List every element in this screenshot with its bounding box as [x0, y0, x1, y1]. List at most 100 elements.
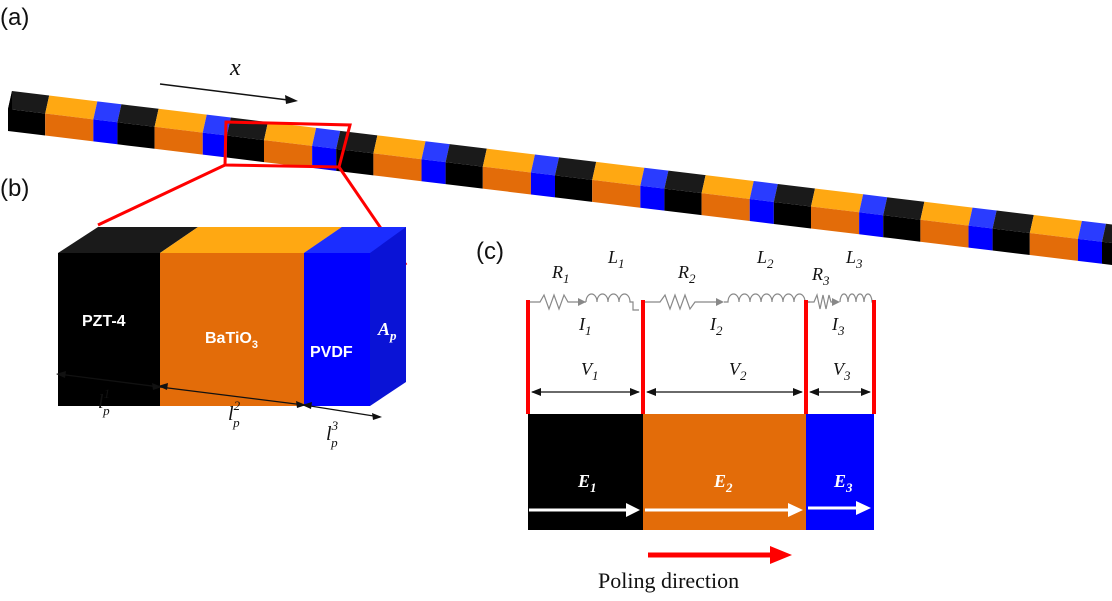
- poling-arrow: [648, 546, 792, 564]
- beam-bto-front-6: [701, 193, 750, 222]
- beam-bto-front-0: [45, 113, 94, 142]
- beam-bto-top-7: [810, 188, 864, 213]
- beam-bto-front-1: [154, 126, 203, 155]
- beam-pvdf-front-2: [312, 145, 337, 171]
- beam-bto-front-7: [810, 206, 860, 235]
- beam-pvdf-top-9: [1077, 220, 1106, 242]
- pzt-top-face: [58, 227, 198, 253]
- beam-pvdf-front-9: [1077, 238, 1102, 264]
- beam-pzt-top-9: [992, 210, 1034, 234]
- beam-pvdf-top-4: [530, 154, 559, 176]
- beam-pvdf-front-7: [859, 212, 884, 238]
- beam-pzt-top-6: [664, 170, 706, 194]
- bto-top-face: [160, 227, 342, 253]
- beam-left-cap: [8, 91, 12, 131]
- beam-pvdf-front-5: [640, 185, 665, 211]
- panel-label-b: (b): [0, 175, 29, 202]
- beam-pzt-top-1: [117, 104, 159, 127]
- beam-pzt-front-1: [117, 122, 155, 149]
- beam-bto-front-2: [263, 140, 313, 168]
- bto-front-face: [160, 253, 304, 406]
- beam-pvdf-top-6: [749, 181, 778, 202]
- beam-bto-front-8: [920, 219, 969, 248]
- beam-bto-top-4: [482, 148, 535, 173]
- beam-pzt-front-3: [336, 148, 374, 176]
- beam-pzt-front-7: [773, 201, 811, 229]
- beam-pzt-front-8: [883, 215, 921, 242]
- circuit-wires: [528, 293, 876, 311]
- area-label: Ap: [377, 319, 397, 343]
- beam-pzt-front-2: [226, 135, 264, 163]
- pvdf-label: PVDF: [310, 344, 353, 361]
- l2-label: L2: [756, 247, 774, 271]
- periodic-beam: [8, 91, 1112, 265]
- beam-pvdf-top-3: [421, 141, 450, 163]
- v2-label: V2: [729, 359, 747, 383]
- beam-pvdf-top-5: [640, 167, 669, 189]
- r2-label: R2: [677, 262, 696, 286]
- beam-bto-top-6: [701, 175, 754, 200]
- beam-pvdf-front-3: [421, 159, 446, 185]
- poling-direction-label: Poling direction: [598, 568, 739, 593]
- beam-pvdf-front-8: [968, 225, 993, 251]
- beam-pvdf-top-0: [93, 101, 122, 123]
- x-axis-label: x: [229, 55, 241, 81]
- voltage-arrows: [531, 388, 871, 396]
- pvdf-side-face: [370, 227, 406, 406]
- beam-pzt-front-4: [445, 162, 483, 189]
- beam-bto-top-1: [154, 108, 207, 133]
- pvdf-front-face: [304, 253, 370, 406]
- beam-bto-top-8: [920, 201, 973, 226]
- beam-pvdf-top-7: [859, 194, 888, 216]
- v1-label: V1: [581, 359, 599, 383]
- beam-pzt-top-0: [8, 91, 50, 114]
- beam-pzt-top-4: [445, 144, 487, 167]
- beam-pzt-top-8: [883, 197, 925, 220]
- beam-pzt-front-10: [1102, 241, 1112, 265]
- l1-label: L1: [607, 247, 625, 271]
- length-dimensions: [56, 371, 382, 420]
- beam-bto-top-2: [263, 122, 317, 146]
- zoom-line-left: [97, 163, 226, 227]
- panel-label-c: (c): [476, 238, 504, 265]
- beam-pzt-front-5: [555, 175, 593, 202]
- beam-pzt-top-5: [555, 157, 597, 180]
- beam-pzt-front-0: [8, 109, 46, 136]
- r1-label: R1: [551, 262, 570, 286]
- beam-pvdf-front-0: [93, 119, 118, 145]
- i3-label: I3: [831, 314, 845, 338]
- beam-pzt-front-9: [992, 228, 1030, 256]
- beam-bto-front-3: [373, 153, 422, 182]
- e2-label: E2: [713, 471, 733, 495]
- r3-label: R3: [811, 264, 830, 288]
- beam-pvdf-top-2: [312, 127, 341, 149]
- beam-pzt-top-10: [1102, 223, 1112, 243]
- beam-pvdf-front-1: [202, 132, 227, 158]
- panel-label-a: (a): [0, 4, 29, 31]
- length-label-2: l2 p: [228, 398, 241, 430]
- length-label-1: l1 p: [98, 386, 110, 418]
- beam-pzt-top-7: [773, 183, 815, 207]
- beam-bto-top-0: [45, 95, 98, 120]
- pzt-label: PZT-4: [82, 313, 126, 330]
- e3-label: E3: [833, 471, 853, 495]
- beam-bto-top-5: [592, 161, 645, 186]
- beam-pvdf-top-1: [202, 114, 231, 136]
- beam-pvdf-front-4: [530, 172, 555, 198]
- field-arrows: [529, 501, 871, 517]
- x-direction-arrow: [159, 83, 298, 104]
- beam-bto-front-9: [1029, 233, 1078, 261]
- l3-label: L3: [845, 247, 863, 271]
- i2-label: I2: [709, 314, 723, 338]
- beam-bto-front-5: [592, 179, 641, 208]
- beam-bto-top-3: [373, 135, 426, 160]
- i1-label: I1: [578, 314, 592, 338]
- beam-pvdf-top-8: [968, 207, 997, 229]
- beam-pzt-front-6: [664, 188, 702, 216]
- length-label-3: l3 p: [326, 418, 339, 450]
- beam-bto-top-9: [1029, 215, 1082, 239]
- beam-pvdf-front-6: [749, 199, 774, 224]
- e1-label: E1: [577, 471, 597, 495]
- electrodes: [526, 300, 876, 414]
